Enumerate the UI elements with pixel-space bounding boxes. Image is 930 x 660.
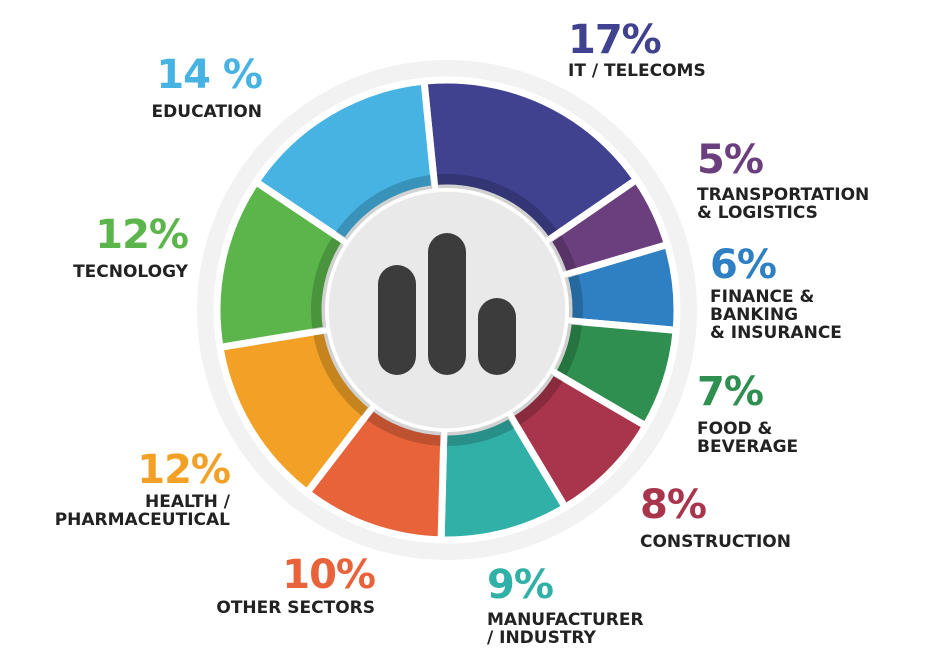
category-label: OTHER SECTORS	[216, 598, 375, 618]
category-label: FINANCE & BANKING & INSURANCE	[710, 287, 842, 343]
percent-label: 8%	[640, 482, 707, 528]
slice-inner-band	[335, 174, 433, 240]
category-label: IT / TELECOMS	[568, 61, 706, 81]
slice	[251, 77, 439, 247]
category-label: TRANSPORTATION & LOGISTICS	[697, 185, 870, 223]
slice-inner-band	[436, 174, 558, 239]
percent-label: 12%	[95, 212, 189, 258]
category-label: CONSTRUCTION	[640, 532, 791, 552]
percent-label: 5%	[697, 137, 764, 183]
slice	[420, 76, 642, 246]
percent-label: 17%	[568, 17, 662, 63]
category-label: HEALTH / PHARMACEUTICAL	[54, 492, 230, 530]
percent-label: 10%	[282, 552, 376, 598]
slice-inner-band	[564, 273, 583, 320]
percent-label: 6%	[710, 242, 777, 288]
percent-label: 14 %	[156, 52, 263, 98]
slice-inner-band	[511, 373, 564, 426]
slice-inner-band	[366, 408, 442, 446]
slice-inner-band	[446, 415, 515, 447]
slice-inner-band	[313, 332, 371, 417]
slice-inner-band	[548, 235, 577, 273]
icon-bar	[478, 298, 516, 375]
icon-bar	[428, 233, 466, 375]
category-label: MANUFACTURER / INDUSTRY	[487, 610, 644, 648]
category-label: FOOD & BEVERAGE	[697, 419, 799, 457]
slice-inner-band	[311, 236, 345, 330]
percent-label: 9%	[487, 562, 554, 608]
percent-label: 7%	[697, 369, 764, 415]
category-label: EDUCATION	[151, 102, 262, 122]
percent-label: 12%	[137, 447, 231, 493]
category-label: TECNOLOGY	[73, 262, 188, 282]
slice-inner-band	[553, 323, 583, 377]
icon-bar	[378, 265, 416, 375]
